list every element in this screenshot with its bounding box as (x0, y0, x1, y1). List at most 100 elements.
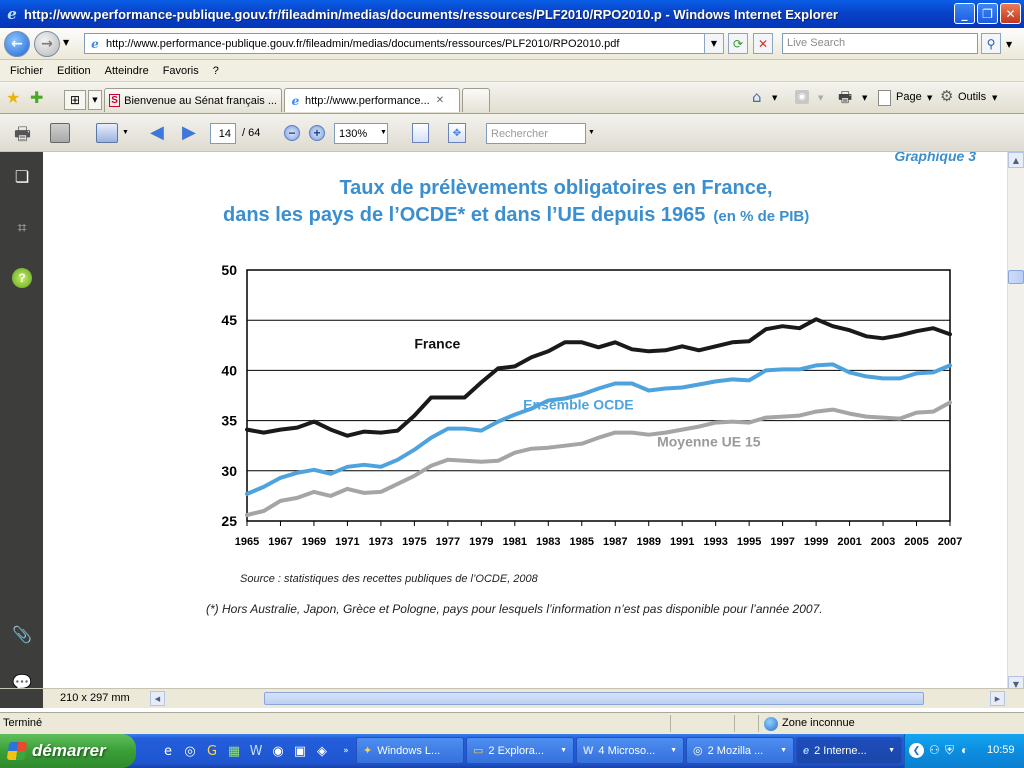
scroll-left-icon[interactable]: ◀ (150, 691, 165, 706)
zoom-in-icon[interactable]: + (309, 125, 325, 141)
print-icon[interactable]: 🖶 (838, 87, 852, 112)
side-panel-footer (0, 689, 43, 708)
scroll-thumb[interactable] (1008, 270, 1024, 284)
menu-fichier[interactable]: Fichier (3, 65, 50, 77)
zoom-out-icon[interactable]: − (284, 125, 300, 141)
tray-network-icon[interactable]: ⚇ (929, 743, 940, 757)
new-tab-button[interactable] (462, 88, 490, 112)
forward-button[interactable]: → (34, 31, 60, 57)
pdf-email-dropdown-icon[interactable]: ▼ (122, 129, 129, 136)
fit-width-icon[interactable] (412, 123, 429, 143)
page-total: / 64 (242, 127, 260, 139)
x-tick-label: 1987 (603, 536, 627, 548)
scroll-up-icon[interactable]: ▲ (1008, 152, 1024, 168)
vertical-scrollbar[interactable]: ▲ ▼ (1007, 152, 1024, 708)
security-zone: Zone inconnue (782, 717, 855, 729)
next-page-icon[interactable]: ▶ (182, 122, 196, 143)
quicklaunch-desktop-icon[interactable]: ▣ (292, 743, 308, 759)
pdf-email-icon[interactable] (96, 123, 118, 143)
x-tick-label: 1979 (469, 536, 493, 548)
home-icon[interactable]: ⌂ (752, 88, 762, 106)
taskbar-mozilla-label: 2 Mozilla ... (708, 745, 764, 757)
previous-page-icon[interactable]: ◀ (150, 122, 164, 143)
tab-senat[interactable]: S Bienvenue au Sénat français ... (104, 88, 282, 112)
series-line-2 (247, 364, 950, 494)
start-label: démarrer (32, 741, 106, 761)
menu-edition[interactable]: Edition (50, 65, 98, 77)
search-options-icon[interactable]: ▼ (1006, 40, 1012, 49)
close-button[interactable]: ✕ (1000, 3, 1021, 24)
start-button[interactable]: démarrer (0, 734, 136, 768)
find-binoculars-icon[interactable]: ⌗ (12, 218, 32, 238)
quick-tabs-icon[interactable]: ⊞ (64, 90, 86, 110)
tab-list-dropdown-icon[interactable]: ▼ (88, 90, 102, 110)
feeds-icon[interactable]: ◉ (795, 90, 809, 104)
quicklaunch-firefox-icon[interactable]: ◎ (182, 743, 198, 759)
quicklaunch-excel-icon[interactable]: ▦ (226, 743, 242, 759)
taskbar-explorer[interactable]: ▭ 2 Explora... ▼ (466, 737, 574, 764)
plot-area: 2530354045501965 1967 1969 1971 1973 1975 1977… (221, 262, 962, 548)
quicklaunch-ie-icon[interactable]: e (160, 743, 176, 759)
taskbar-word[interactable]: W 4 Microso... ▼ (576, 737, 684, 764)
x-tick-label: 1985 (570, 536, 594, 548)
series-label-3: Moyenne UE 15 (657, 434, 761, 450)
menu-atteindre[interactable]: Atteindre (98, 65, 156, 77)
tools-menu-button[interactable]: Outils (958, 91, 986, 103)
quicklaunch-app-icon[interactable]: ◈ (314, 743, 330, 759)
tray-volume-icon[interactable]: ◐ (961, 743, 968, 757)
x-tick-label: 1973 (369, 536, 393, 548)
pages-panel-icon[interactable]: ❏ (12, 166, 32, 186)
attachments-paperclip-icon[interactable]: 📎 (12, 624, 32, 644)
live-search-input[interactable]: Live Search (782, 33, 978, 54)
pdf-search-input[interactable]: Rechercher (486, 123, 586, 144)
history-dropdown-icon[interactable]: ▼ (63, 38, 69, 47)
stop-button[interactable]: ✕ (753, 33, 773, 54)
ie-task-icon: e (803, 745, 809, 757)
page-menu-dropdown-icon[interactable]: ▼ (927, 94, 932, 102)
tab-close-icon[interactable]: ✕ (436, 95, 444, 106)
x-tick-label: 1971 (335, 536, 359, 548)
add-favorites-icon[interactable]: ✚ (30, 88, 43, 107)
quicklaunch-word-icon[interactable]: W (248, 743, 264, 759)
horizontal-scroll-thumb[interactable] (264, 692, 924, 705)
maximize-button[interactable]: ❐ (977, 3, 998, 24)
graph-label: Graphique 3 (894, 152, 976, 164)
page-number-input[interactable]: 14 (210, 123, 236, 144)
pdf-search-dropdown-icon[interactable]: ▼ (588, 129, 595, 136)
scroll-right-icon[interactable]: ▶ (990, 691, 1005, 706)
help-icon[interactable]: ? (12, 268, 32, 288)
tab-performance-label: http://www.performance... (305, 95, 430, 107)
page-ie-icon: e (88, 36, 102, 52)
url-dropdown-icon[interactable]: ▼ (704, 33, 724, 54)
taskbar-internet-explorer[interactable]: e 2 Interne... ▼ (796, 737, 902, 764)
tray-expand-icon[interactable]: ❮ (909, 743, 924, 758)
minimize-button[interactable]: _ (954, 3, 975, 24)
x-tick-label: 1983 (536, 536, 560, 548)
search-go-icon[interactable]: ⚲ (981, 33, 1001, 54)
pdf-save-icon[interactable] (50, 123, 70, 143)
home-dropdown-icon[interactable]: ▼ (772, 94, 777, 102)
favorites-star-icon[interactable]: ★ (6, 88, 20, 107)
tools-dropdown-icon[interactable]: ▼ (992, 94, 997, 102)
quicklaunch-media-icon[interactable]: ◉ (270, 743, 286, 759)
print-dropdown-icon[interactable]: ▼ (862, 94, 867, 102)
url-input[interactable]: e http://www.performance-publique.gouv.f… (84, 33, 722, 54)
quicklaunch-more-icon[interactable]: » (338, 743, 354, 759)
tray-shield-icon[interactable]: ⛨ (945, 743, 954, 758)
page-menu-button[interactable]: Page (896, 91, 922, 103)
chart-footnote: (*) Hors Australie, Japon, Grèce et Polo… (206, 602, 823, 616)
feeds-dropdown-icon[interactable]: ▼ (818, 94, 823, 102)
x-tick-label: 1991 (670, 536, 694, 548)
refresh-button[interactable]: ⟳ (728, 33, 748, 54)
menu-help[interactable]: ? (206, 65, 226, 77)
taskbar-windows-live[interactable]: ✦ Windows L... (356, 737, 464, 764)
tab-performance[interactable]: e http://www.performance... ✕ (284, 88, 460, 112)
quicklaunch-google-icon[interactable]: G (204, 743, 220, 759)
fit-page-icon[interactable]: ✥ (448, 123, 466, 143)
back-button[interactable]: ← (4, 31, 30, 57)
zoom-dropdown-icon[interactable]: ▼ (380, 129, 387, 136)
address-toolbar: ← → ▼ e http://www.performance-publique.… (0, 28, 1024, 60)
pdf-print-icon[interactable]: 🖶 (14, 122, 31, 152)
menu-favoris[interactable]: Favoris (156, 65, 206, 77)
taskbar-mozilla[interactable]: ◎ 2 Mozilla ... ▼ (686, 737, 794, 764)
